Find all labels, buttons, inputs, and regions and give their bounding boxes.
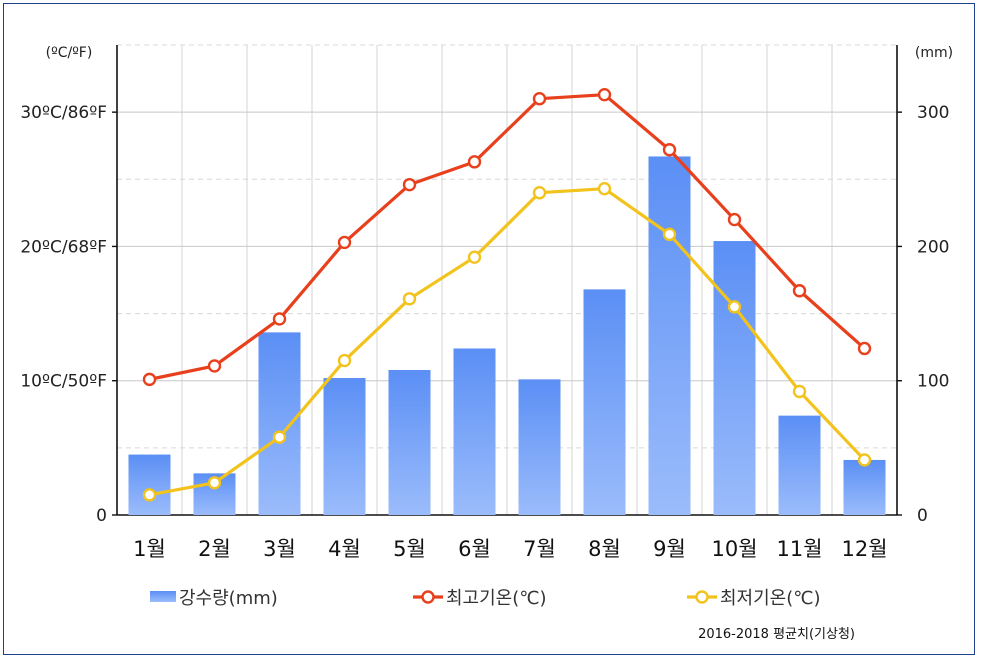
- max-temp-point: [792, 284, 807, 298]
- month-tick-label: 3월: [263, 537, 296, 561]
- max-temp-point: [532, 92, 547, 106]
- legend-label: 최고기온(℃): [446, 588, 547, 609]
- min-temp-point: [662, 227, 677, 242]
- precipitation-bars: [128, 156, 886, 516]
- max-temp-point: [272, 312, 287, 326]
- max-temp-point: [402, 177, 417, 192]
- left-tick-label: 20ºC/68ºF: [20, 237, 107, 257]
- min-temp-point: [467, 250, 482, 264]
- min-temp-point: [727, 300, 742, 314]
- max-temp-point: [727, 212, 742, 227]
- grid: [117, 44, 897, 515]
- precipitation-bar: [128, 454, 171, 515]
- min-temp-point: [142, 488, 157, 502]
- min-temp-point: [792, 384, 807, 399]
- month-tick-label: 1월: [133, 537, 166, 561]
- left-tick-label: 10ºC/50ºF: [20, 372, 107, 392]
- axes: [112, 45, 902, 516]
- month-tick-label: 10월: [711, 537, 757, 561]
- precipitation-bar: [648, 156, 691, 515]
- max-temp-point: [662, 143, 677, 157]
- month-tick-label: 5월: [393, 537, 426, 561]
- precipitation-bar: [518, 379, 561, 515]
- min-temp-point: [402, 292, 417, 306]
- right-axis-unit: (mm): [915, 45, 953, 61]
- precipitation-bar: [453, 348, 496, 515]
- month-tick-label: 11월: [776, 537, 822, 561]
- month-tick-label: 6월: [458, 537, 491, 561]
- min-temp-point: [857, 453, 872, 467]
- max-temp-point: [467, 155, 482, 169]
- legend-label: 최저기온(℃): [720, 588, 821, 609]
- month-tick-label: 12월: [841, 537, 887, 561]
- precipitation-bar: [713, 241, 756, 516]
- right-tick-label: 300: [917, 103, 949, 123]
- right-tick-label: 0: [917, 506, 928, 526]
- max-temp-point: [337, 235, 352, 250]
- min-temp-point: [272, 430, 287, 444]
- max-temp-point: [207, 359, 222, 373]
- legend: 강수량(mm) 최고기온(℃) 최저기온(℃): [150, 588, 821, 609]
- source-note: 2016-2018 평균치(기상청): [698, 627, 855, 642]
- month-tick-label: 9월: [653, 537, 686, 561]
- min-temp-line: [149, 187, 866, 497]
- max-temp-point: [142, 372, 157, 387]
- legend-swatch-marker: [421, 590, 435, 604]
- legend-label: 강수량(mm): [179, 588, 278, 609]
- precipitation-bar: [583, 289, 626, 515]
- min-temp-point: [532, 186, 547, 200]
- precipitation-bar: [258, 332, 301, 515]
- precipitation-bar: [778, 415, 821, 515]
- right-tick-label: 100: [917, 372, 949, 392]
- left-tick-label: 0: [96, 506, 107, 526]
- precipitation-bar: [323, 378, 366, 515]
- max-temp-point: [857, 341, 872, 356]
- min-temp-point: [207, 476, 222, 490]
- left-axis-unit: (ºC/ºF): [46, 45, 93, 61]
- right-tick-label: 200: [917, 237, 949, 257]
- min-temp-point: [597, 181, 612, 196]
- axis-labels: (ºC/ºF) (mm) 0 10ºC/50ºF 20ºC/68ºF 30ºC/86ºF 0…: [20, 45, 953, 561]
- min-temp-point: [337, 353, 352, 368]
- max-temp-point: [597, 87, 612, 102]
- month-tick-label: 8월: [588, 537, 621, 561]
- temperature-lines: [142, 87, 872, 502]
- max-temp-line: [149, 93, 866, 381]
- left-tick-label: 30ºC/86ºF: [20, 103, 107, 123]
- month-tick-label: 4월: [328, 537, 361, 561]
- month-tick-label: 2월: [198, 537, 231, 561]
- precipitation-bar: [843, 459, 886, 515]
- month-tick-label: 7월: [523, 537, 556, 561]
- precipitation-bar: [388, 369, 431, 515]
- legend-swatch-precipitation: [150, 591, 176, 602]
- legend-swatch-marker: [695, 590, 709, 604]
